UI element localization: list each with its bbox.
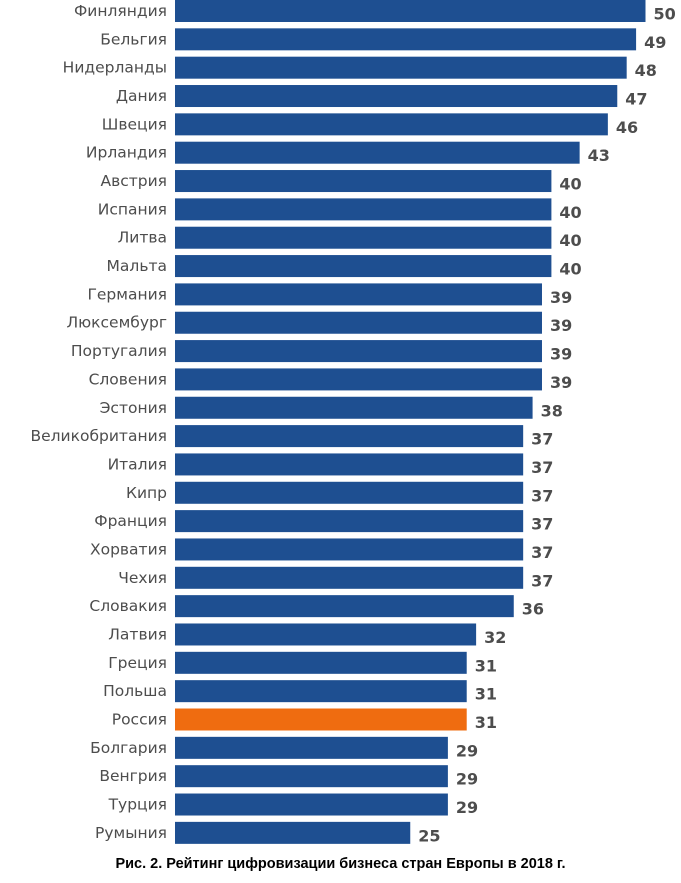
chart-caption: Рис. 2. Рейтинг цифровизации бизнеса стр… bbox=[115, 856, 566, 872]
value-label: 37 bbox=[531, 571, 553, 590]
bar bbox=[175, 170, 552, 193]
value-label: 37 bbox=[531, 458, 553, 477]
bar bbox=[175, 453, 524, 476]
category-label: Португалия bbox=[71, 342, 167, 360]
value-label: 36 bbox=[522, 600, 544, 619]
bar bbox=[175, 255, 552, 278]
value-label: 40 bbox=[559, 175, 581, 194]
category-label: Польша bbox=[103, 682, 167, 700]
category-label: Швеция bbox=[102, 115, 167, 133]
category-label: Германия bbox=[87, 285, 167, 303]
value-label: 48 bbox=[635, 61, 657, 80]
category-label: Мальта bbox=[107, 257, 167, 275]
value-label: 37 bbox=[531, 515, 553, 534]
bar bbox=[175, 85, 618, 108]
bar bbox=[175, 736, 448, 759]
category-label: Австрия bbox=[100, 172, 167, 190]
bar bbox=[175, 680, 467, 703]
bar bbox=[175, 765, 448, 788]
bar bbox=[175, 821, 411, 844]
bar bbox=[175, 396, 533, 419]
category-label: Дания bbox=[116, 87, 167, 105]
bar bbox=[175, 595, 514, 618]
bar bbox=[175, 793, 448, 816]
bar bbox=[175, 113, 608, 136]
category-label: Литва bbox=[118, 229, 167, 247]
category-label: Хорватия bbox=[90, 540, 167, 558]
category-label: Бельгия bbox=[100, 30, 167, 48]
category-label: Словения bbox=[89, 370, 167, 388]
category-label: Эстония bbox=[100, 399, 167, 417]
category-label: Финляндия bbox=[74, 2, 167, 20]
value-label: 25 bbox=[418, 826, 440, 845]
value-label: 29 bbox=[456, 741, 478, 760]
category-label: Словакия bbox=[89, 597, 167, 615]
bar bbox=[175, 141, 580, 164]
bar bbox=[175, 28, 637, 51]
bar bbox=[175, 623, 477, 646]
bar bbox=[175, 481, 524, 504]
bar bbox=[175, 425, 524, 448]
category-label: Россия bbox=[112, 711, 167, 729]
bar bbox=[175, 198, 552, 221]
category-label: Италия bbox=[108, 455, 167, 473]
bar-highlight bbox=[175, 708, 467, 731]
bar bbox=[175, 340, 542, 363]
value-label: 49 bbox=[644, 33, 666, 52]
value-label: 37 bbox=[531, 486, 553, 505]
category-label: Испания bbox=[98, 200, 167, 218]
value-label: 39 bbox=[550, 288, 572, 307]
bar bbox=[175, 538, 524, 561]
value-label: 47 bbox=[625, 90, 647, 109]
value-label: 39 bbox=[550, 345, 572, 364]
value-label: 37 bbox=[531, 430, 553, 449]
value-label: 46 bbox=[616, 118, 638, 137]
value-label: 31 bbox=[475, 685, 497, 704]
category-label: Венгрия bbox=[99, 767, 167, 785]
value-label: 50 bbox=[654, 5, 676, 24]
value-label: 38 bbox=[541, 401, 563, 420]
value-label: 40 bbox=[559, 231, 581, 250]
value-label: 40 bbox=[559, 260, 581, 279]
bar bbox=[175, 56, 627, 79]
bar bbox=[175, 283, 542, 306]
category-label: Ирландия bbox=[86, 144, 167, 162]
value-label: 31 bbox=[475, 713, 497, 732]
bar bbox=[175, 651, 467, 674]
bar bbox=[175, 0, 646, 22]
category-label: Латвия bbox=[108, 625, 167, 643]
bar bbox=[175, 510, 524, 533]
value-label: 37 bbox=[531, 543, 553, 562]
bar bbox=[175, 311, 542, 334]
category-label: Великобритания bbox=[30, 427, 167, 445]
category-label: Нидерланды bbox=[63, 59, 167, 77]
bar bbox=[175, 566, 524, 589]
value-label: 39 bbox=[550, 373, 572, 392]
value-label: 31 bbox=[475, 656, 497, 675]
category-label: Люксембург bbox=[66, 314, 167, 332]
value-label: 40 bbox=[559, 203, 581, 222]
category-label: Кипр bbox=[126, 484, 167, 502]
bar bbox=[175, 226, 552, 249]
bar bbox=[175, 368, 542, 391]
category-label: Болгария bbox=[90, 739, 167, 757]
value-label: 29 bbox=[456, 798, 478, 817]
value-label: 29 bbox=[456, 770, 478, 789]
category-label: Греция bbox=[108, 654, 167, 672]
value-label: 43 bbox=[588, 146, 610, 165]
value-label: 32 bbox=[484, 628, 506, 647]
value-label: 39 bbox=[550, 316, 572, 335]
category-label: Чехия bbox=[118, 569, 167, 587]
category-label: Турция bbox=[108, 796, 167, 814]
category-label: Франция bbox=[94, 512, 167, 530]
category-label: Румыния bbox=[95, 824, 167, 842]
